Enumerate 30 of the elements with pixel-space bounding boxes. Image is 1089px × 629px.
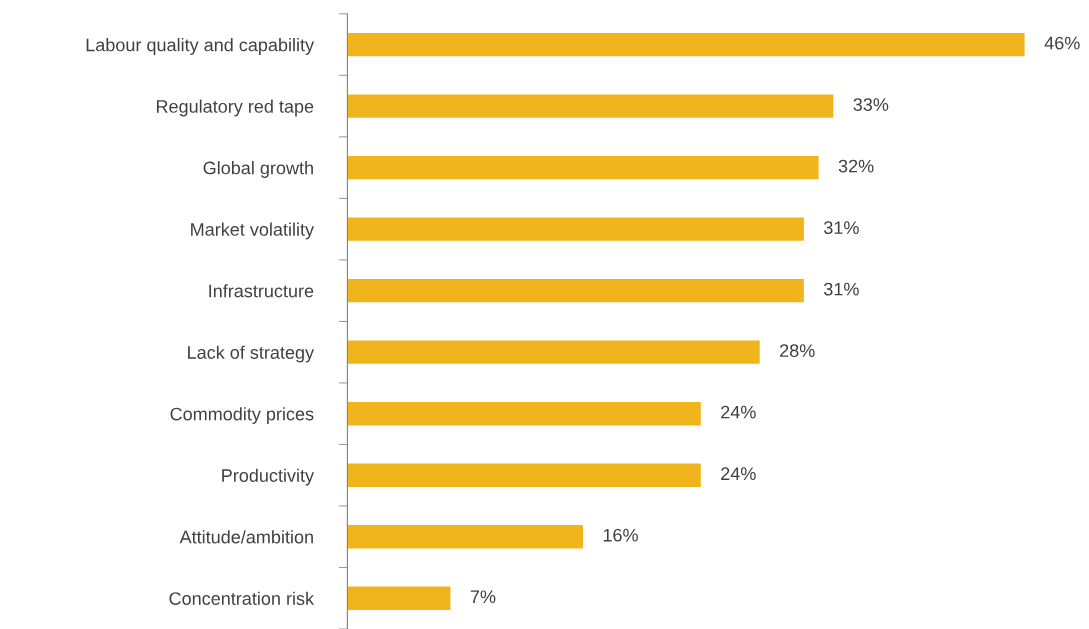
y-tick-label: Concentration risk (169, 591, 315, 605)
data-label: 33% (853, 98, 889, 111)
data-label: 31% (824, 282, 859, 296)
y-tick-label: Attitude/ambition (179, 530, 313, 544)
bar (347, 278, 804, 303)
data-label: 24% (721, 467, 756, 480)
y-tick-label: Lack of strategy (188, 345, 315, 363)
bar (347, 94, 834, 118)
data-label: 16% (603, 528, 638, 542)
data-label: 7% (470, 590, 496, 604)
y-tick-label: Productivity (222, 468, 315, 486)
data-label: 28% (780, 344, 815, 358)
y-tick-label: Global growth (203, 161, 313, 178)
data-label: 46% (1044, 36, 1080, 50)
bar (347, 402, 701, 426)
y-tick-label: Market volatility (191, 222, 315, 240)
y-tick-label: Regulatory red tape (156, 99, 314, 117)
bar (347, 340, 760, 364)
data-label: 31% (824, 221, 859, 234)
bar (347, 463, 701, 487)
bar (347, 155, 819, 180)
y-tick-label: Commodity prices (170, 407, 314, 424)
y-tick-label: Infrastructure (209, 284, 314, 298)
bar (347, 586, 451, 610)
bar (347, 32, 1025, 57)
bar (347, 217, 804, 241)
data-label: 24% (721, 405, 756, 419)
data-label: 32% (838, 159, 874, 173)
y-tick-label: Labour quality and capability (86, 38, 315, 55)
bar (347, 525, 583, 549)
